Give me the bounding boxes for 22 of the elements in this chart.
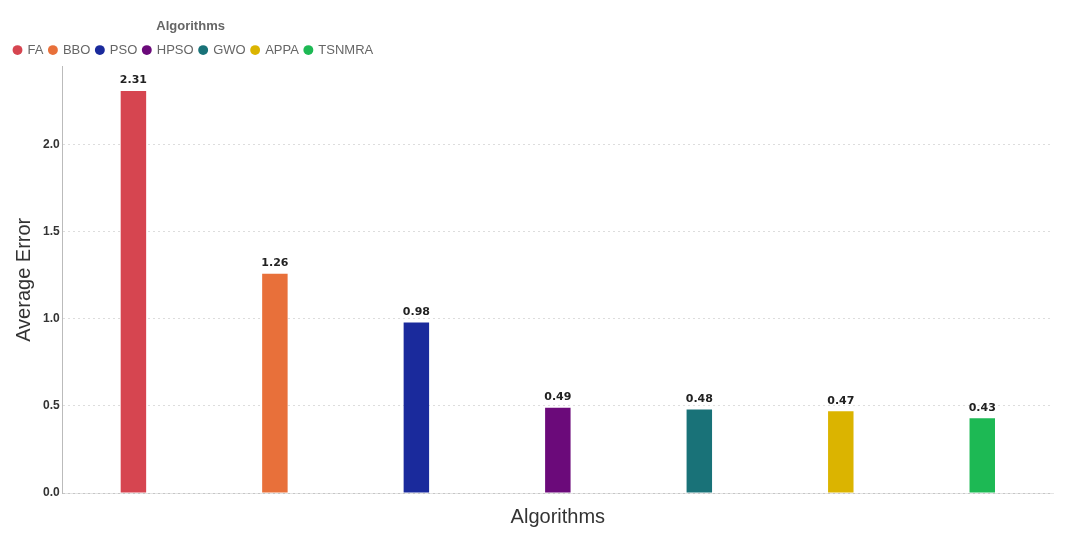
legend-label: HPSO bbox=[156, 41, 194, 57]
legend-label: TSNMRA bbox=[318, 41, 374, 57]
data-label: 0.47 bbox=[827, 393, 855, 407]
y-tick-label: 2.0 bbox=[42, 137, 60, 152]
legend-label: BBO bbox=[62, 41, 91, 57]
data-label: 2.31 bbox=[119, 73, 147, 87]
y-tick-label: 1.0 bbox=[42, 311, 60, 326]
data-label: 1.26 bbox=[261, 256, 289, 270]
x-axis-title: Algorithms bbox=[510, 504, 606, 527]
legend-label: APPA bbox=[265, 41, 300, 57]
data-label: 0.43 bbox=[968, 400, 996, 414]
legend-label: FA bbox=[27, 41, 44, 57]
y-tick-label: 1.5 bbox=[42, 224, 60, 239]
data-label: 0.98 bbox=[402, 304, 430, 318]
legend-label: GWO bbox=[213, 41, 246, 57]
legend-label: PSO bbox=[109, 41, 138, 57]
data-label: 0.48 bbox=[685, 391, 713, 405]
data-label: 0.49 bbox=[544, 390, 572, 404]
y-tick-label: 0.5 bbox=[42, 398, 60, 413]
y-tick-label: 0.0 bbox=[42, 485, 60, 500]
y-axis-title: Average Error bbox=[11, 217, 34, 342]
legend-title: Algorithms bbox=[156, 18, 225, 34]
